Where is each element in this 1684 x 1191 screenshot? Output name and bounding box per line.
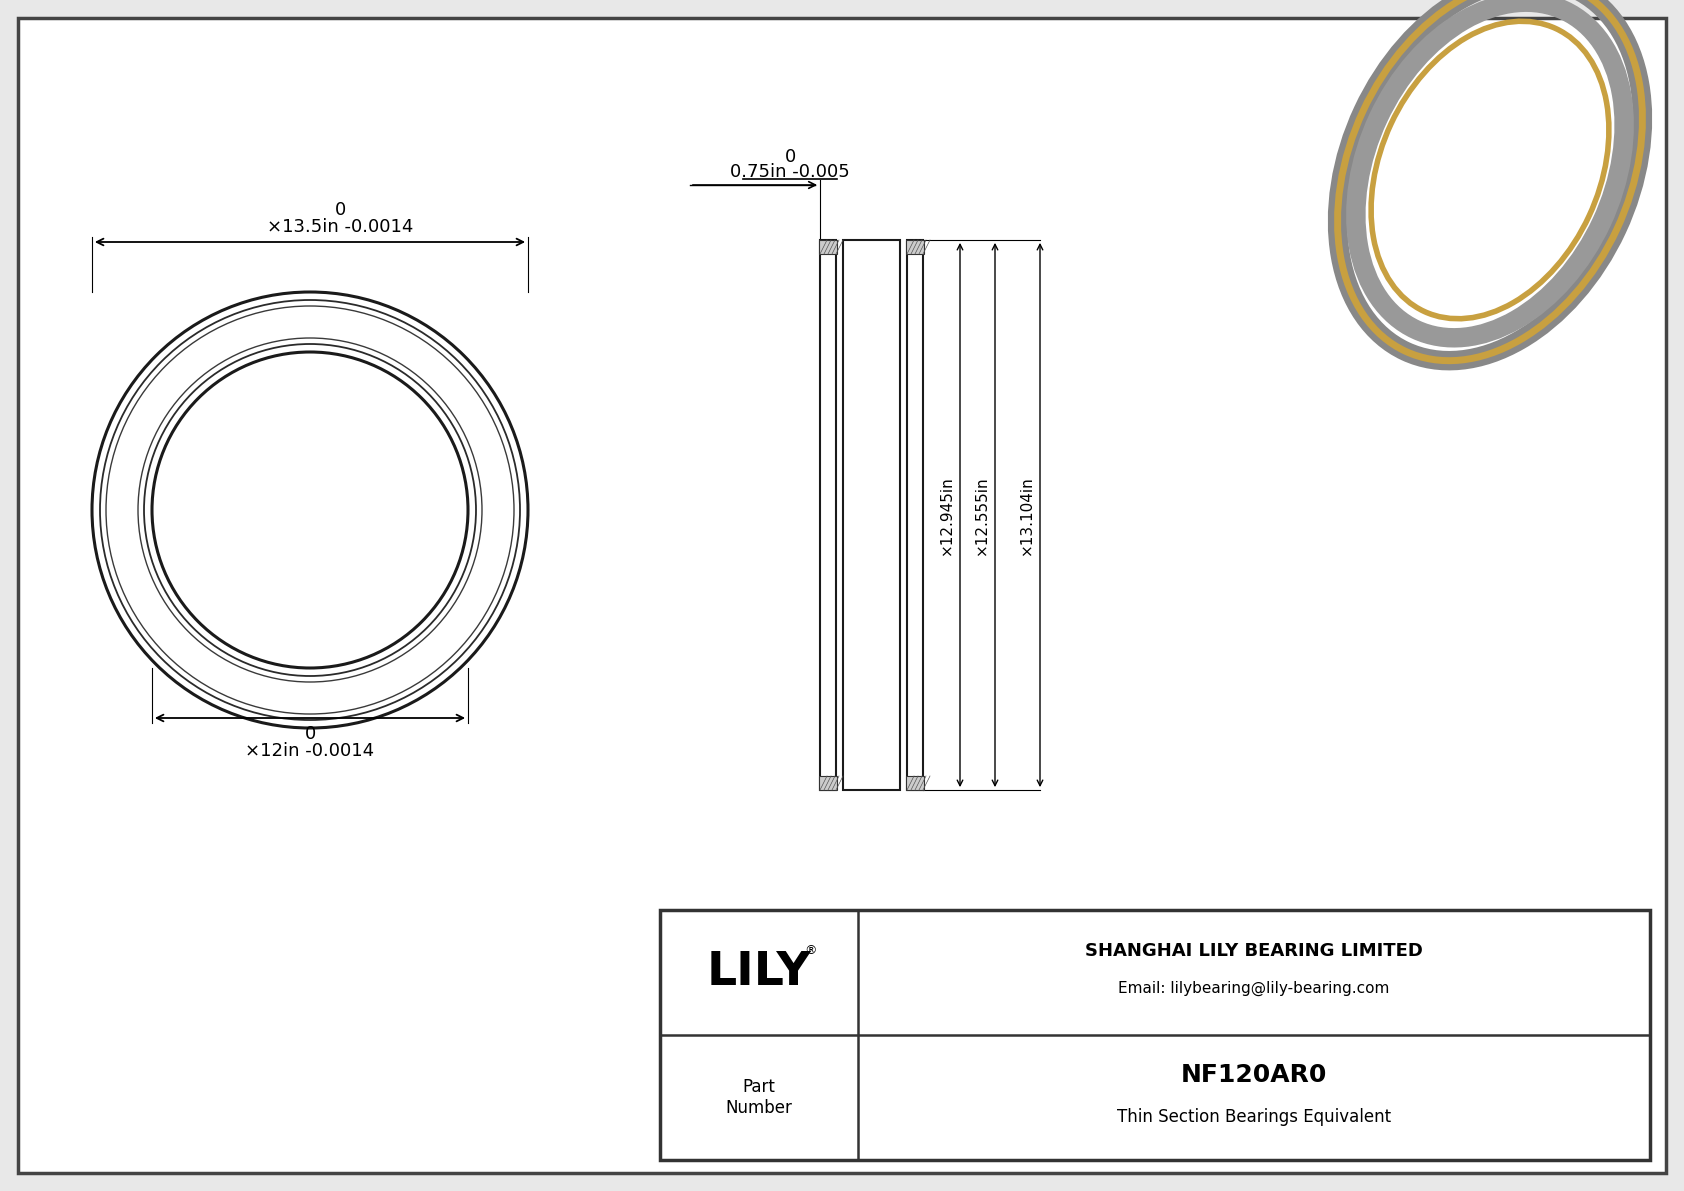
- Text: 0: 0: [335, 201, 345, 219]
- Bar: [818, 241, 837, 254]
- Text: ®: ®: [805, 944, 817, 958]
- Text: 0.75in -0.005: 0.75in -0.005: [731, 163, 850, 181]
- Bar: [820, 241, 835, 790]
- Text: Email: lilybearing@lily-bearing.com: Email: lilybearing@lily-bearing.com: [1118, 981, 1389, 996]
- Text: SHANGHAI LILY BEARING LIMITED: SHANGHAI LILY BEARING LIMITED: [1084, 942, 1423, 960]
- Text: NF120AR0: NF120AR0: [1180, 1064, 1327, 1087]
- Text: ×13.5in -0.0014: ×13.5in -0.0014: [266, 218, 413, 236]
- Text: ×12.945in: ×12.945in: [938, 475, 953, 555]
- Text: 0: 0: [305, 725, 315, 743]
- Bar: [906, 777, 925, 790]
- Text: LILY: LILY: [707, 950, 812, 994]
- Text: 0: 0: [785, 148, 795, 166]
- Bar: [906, 241, 925, 254]
- Text: ×12.555in: ×12.555in: [973, 475, 989, 555]
- Text: Part
Number: Part Number: [726, 1078, 793, 1117]
- Bar: [660, 910, 1650, 1160]
- Bar: [908, 241, 923, 790]
- Text: ×12in -0.0014: ×12in -0.0014: [246, 742, 374, 760]
- Text: Thin Section Bearings Equivalent: Thin Section Bearings Equivalent: [1116, 1109, 1391, 1127]
- Bar: [844, 241, 899, 790]
- Text: ×13.104in: ×13.104in: [1019, 475, 1034, 555]
- Bar: [818, 777, 837, 790]
